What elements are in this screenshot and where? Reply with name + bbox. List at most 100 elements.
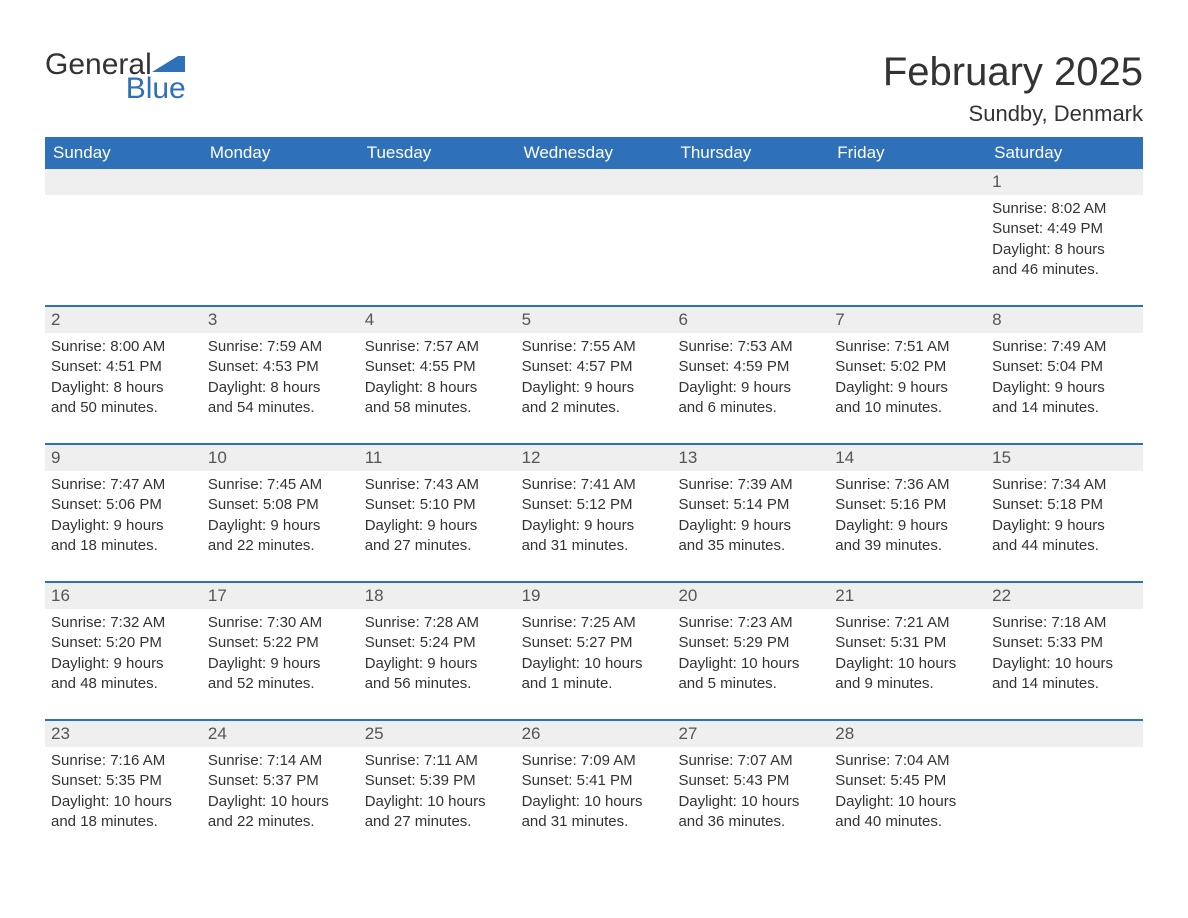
day-body (986, 747, 1143, 759)
day-body: Sunrise: 7:36 AMSunset: 5:16 PMDaylight:… (829, 471, 986, 564)
empty-day-cell (516, 169, 673, 305)
day-cell: 4Sunrise: 7:57 AMSunset: 4:55 PMDaylight… (359, 307, 516, 443)
day-number: 10 (202, 445, 359, 471)
day-number: 16 (45, 583, 202, 609)
daylight1-text: Daylight: 10 hours (208, 792, 353, 812)
daylight1-text: Daylight: 9 hours (678, 378, 823, 398)
sunrise-text: Sunrise: 7:04 AM (835, 751, 980, 771)
daylight2-text: and 27 minutes. (365, 812, 510, 832)
day-cell: 1Sunrise: 8:02 AMSunset: 4:49 PMDaylight… (986, 169, 1143, 305)
daylight2-text: and 46 minutes. (992, 260, 1137, 280)
sunset-text: Sunset: 5:35 PM (51, 771, 196, 791)
day-body: Sunrise: 7:09 AMSunset: 5:41 PMDaylight:… (516, 747, 673, 840)
day-number: 19 (516, 583, 673, 609)
weekday-header-cell: Wednesday (516, 137, 673, 169)
day-cell: 9Sunrise: 7:47 AMSunset: 5:06 PMDaylight… (45, 445, 202, 581)
empty-day-cell (359, 169, 516, 305)
sunset-text: Sunset: 4:55 PM (365, 357, 510, 377)
sunset-text: Sunset: 5:29 PM (678, 633, 823, 653)
daylight1-text: Daylight: 9 hours (992, 516, 1137, 536)
sunset-text: Sunset: 5:33 PM (992, 633, 1137, 653)
sunrise-text: Sunrise: 7:30 AM (208, 613, 353, 633)
day-cell: 21Sunrise: 7:21 AMSunset: 5:31 PMDayligh… (829, 583, 986, 719)
daylight2-text: and 56 minutes. (365, 674, 510, 694)
empty-day-cell (829, 169, 986, 305)
daylight1-text: Daylight: 10 hours (51, 792, 196, 812)
calendar-page: General Blue February 2025 Sundby, Denma… (0, 0, 1188, 897)
daylight2-text: and 40 minutes. (835, 812, 980, 832)
sunrise-text: Sunrise: 7:59 AM (208, 337, 353, 357)
sunset-text: Sunset: 5:31 PM (835, 633, 980, 653)
sunrise-text: Sunrise: 7:53 AM (678, 337, 823, 357)
day-number: 11 (359, 445, 516, 471)
weeks-container: 1Sunrise: 8:02 AMSunset: 4:49 PMDaylight… (45, 169, 1143, 857)
daylight2-text: and 39 minutes. (835, 536, 980, 556)
sunset-text: Sunset: 5:16 PM (835, 495, 980, 515)
daylight2-text: and 1 minute. (522, 674, 667, 694)
day-body: Sunrise: 7:04 AMSunset: 5:45 PMDaylight:… (829, 747, 986, 840)
daylight1-text: Daylight: 9 hours (51, 654, 196, 674)
day-body: Sunrise: 7:53 AMSunset: 4:59 PMDaylight:… (672, 333, 829, 426)
day-number: 17 (202, 583, 359, 609)
daylight1-text: Daylight: 9 hours (365, 516, 510, 536)
daylight1-text: Daylight: 9 hours (522, 516, 667, 536)
daylight1-text: Daylight: 9 hours (992, 378, 1137, 398)
weekday-header-cell: Monday (202, 137, 359, 169)
day-cell: 23Sunrise: 7:16 AMSunset: 5:35 PMDayligh… (45, 721, 202, 857)
title-block: February 2025 Sundby, Denmark (883, 50, 1143, 127)
day-cell: 10 Sunrise: 7:45 AMSunset: 5:08 PMDayligh… (202, 445, 359, 581)
day-body: Sunrise: 7:16 AMSunset: 5:35 PMDaylight:… (45, 747, 202, 840)
day-cell: 11Sunrise: 7:43 AMSunset: 5:10 PMDayligh… (359, 445, 516, 581)
sunrise-text: Sunrise: 7:43 AM (365, 475, 510, 495)
sunset-text: Sunset: 5:06 PM (51, 495, 196, 515)
daylight1-text: Daylight: 9 hours (208, 516, 353, 536)
day-number: 21 (829, 583, 986, 609)
day-number: 5 (516, 307, 673, 333)
day-cell: 6Sunrise: 7:53 AMSunset: 4:59 PMDaylight… (672, 307, 829, 443)
sunset-text: Sunset: 5:45 PM (835, 771, 980, 791)
day-number: 7 (829, 307, 986, 333)
day-body: Sunrise: 7:34 AMSunset: 5:18 PMDaylight:… (986, 471, 1143, 564)
day-body: Sunrise: 7:51 AMSunset: 5:02 PMDaylight:… (829, 333, 986, 426)
day-cell: 13Sunrise: 7:39 AMSunset: 5:14 PMDayligh… (672, 445, 829, 581)
day-body: Sunrise: 7:57 AMSunset: 4:55 PMDaylight:… (359, 333, 516, 426)
day-number: 26 (516, 721, 673, 747)
week-row: 1Sunrise: 8:02 AMSunset: 4:49 PMDaylight… (45, 169, 1143, 305)
day-cell: 27Sunrise: 7:07 AMSunset: 5:43 PMDayligh… (672, 721, 829, 857)
day-cell: 2Sunrise: 8:00 AMSunset: 4:51 PMDaylight… (45, 307, 202, 443)
daylight1-text: Daylight: 9 hours (678, 516, 823, 536)
sunrise-text: Sunrise: 7:18 AM (992, 613, 1137, 633)
day-number: 27 (672, 721, 829, 747)
sunrise-text: Sunrise: 7:45 AM (208, 475, 353, 495)
daylight2-text: and 6 minutes. (678, 398, 823, 418)
sunset-text: Sunset: 5:14 PM (678, 495, 823, 515)
day-cell: 3Sunrise: 7:59 AMSunset: 4:53 PMDaylight… (202, 307, 359, 443)
sunset-text: Sunset: 4:49 PM (992, 219, 1137, 239)
sunrise-text: Sunrise: 7:57 AM (365, 337, 510, 357)
day-number: 9 (45, 445, 202, 471)
sunset-text: Sunset: 4:53 PM (208, 357, 353, 377)
day-number (45, 169, 202, 195)
empty-day-cell (202, 169, 359, 305)
day-body (45, 195, 202, 207)
day-number (672, 169, 829, 195)
daylight2-text: and 14 minutes. (992, 398, 1137, 418)
day-cell: 28Sunrise: 7:04 AMSunset: 5:45 PMDayligh… (829, 721, 986, 857)
week-row: 23Sunrise: 7:16 AMSunset: 5:35 PMDayligh… (45, 719, 1143, 857)
day-body: Sunrise: 7:18 AMSunset: 5:33 PMDaylight:… (986, 609, 1143, 702)
sunset-text: Sunset: 5:22 PM (208, 633, 353, 653)
weekday-header-row: SundayMondayTuesdayWednesdayThursdayFrid… (45, 137, 1143, 169)
daylight1-text: Daylight: 8 hours (365, 378, 510, 398)
day-body (829, 195, 986, 207)
daylight2-text: and 54 minutes. (208, 398, 353, 418)
sunrise-text: Sunrise: 7:41 AM (522, 475, 667, 495)
sunset-text: Sunset: 5:08 PM (208, 495, 353, 515)
sunset-text: Sunset: 5:20 PM (51, 633, 196, 653)
day-number: 12 (516, 445, 673, 471)
day-body (359, 195, 516, 207)
day-number (359, 169, 516, 195)
daylight1-text: Daylight: 9 hours (208, 654, 353, 674)
daylight1-text: Daylight: 10 hours (835, 654, 980, 674)
sunrise-text: Sunrise: 7:55 AM (522, 337, 667, 357)
day-body: Sunrise: 7:47 AMSunset: 5:06 PMDaylight:… (45, 471, 202, 564)
